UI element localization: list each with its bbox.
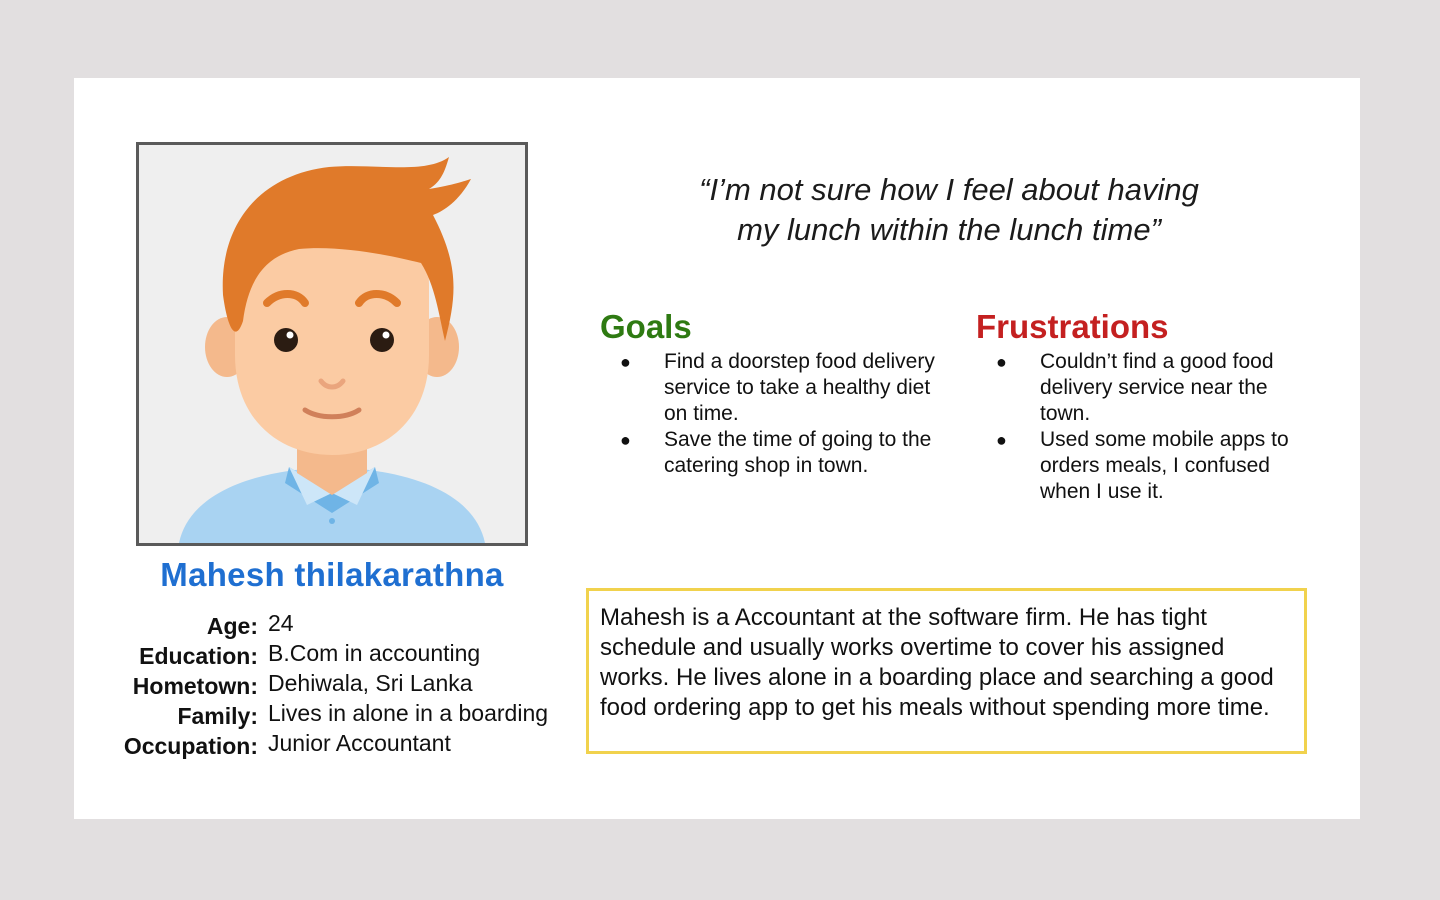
list-item-text: Find a doorstep food delivery service to…	[664, 350, 935, 425]
quote-line: my lunch within the lunch time”	[737, 212, 1161, 247]
info-label: Occupation:	[123, 733, 258, 759]
persona-bio: Mahesh is a Accountant at the software f…	[586, 588, 1307, 754]
persona-card: Mahesh thilakarathna Age: 24 Education: …	[74, 78, 1360, 819]
info-value: Lives in alone in a boarding	[268, 700, 549, 726]
persona-name: Mahesh thilakarathna	[160, 556, 504, 593]
info-label: Education:	[139, 643, 258, 669]
bullet-icon: ●	[620, 352, 631, 372]
list-item-text: Save the time of going to the catering s…	[664, 428, 932, 477]
info-value: Dehiwala, Sri Lanka	[268, 670, 473, 696]
avatar	[136, 142, 528, 546]
info-value: B.Com in accounting	[268, 640, 481, 666]
frustrations-list: ● Couldn’t find a good food delivery ser…	[976, 349, 1316, 505]
goals-list: ● Find a doorstep food delivery service …	[600, 349, 940, 479]
bullet-icon: ●	[620, 430, 631, 450]
info-label: Hometown:	[132, 673, 258, 699]
quote-line: “I’m not sure how I feel about having	[699, 172, 1199, 207]
list-item: ● Used some mobile apps to orders meals,…	[976, 427, 1316, 505]
list-item: ● Couldn’t find a good food delivery ser…	[976, 349, 1316, 427]
list-item-text: Used some mobile apps to orders meals, I…	[1040, 428, 1289, 503]
list-item-text: Couldn’t find a good food delivery servi…	[1040, 350, 1274, 425]
info-label: Age:	[206, 613, 258, 639]
list-item: ● Find a doorstep food delivery service …	[600, 349, 940, 427]
frustrations-section: Frustrations ● Couldn’t find a good food…	[976, 307, 1316, 505]
info-value: Junior Accountant	[268, 730, 451, 756]
goals-title: Goals	[600, 308, 692, 345]
bullet-icon: ●	[996, 352, 1007, 372]
info-value: 24	[268, 610, 294, 636]
goals-section: Goals ● Find a doorstep food delivery se…	[600, 307, 940, 479]
info-label: Family:	[177, 703, 258, 729]
list-item: ● Save the time of going to the catering…	[600, 427, 940, 479]
persona-quote: “I’m not sure how I feel about having my…	[644, 170, 1254, 250]
bullet-icon: ●	[996, 430, 1007, 450]
cartoon-man-avatar-icon	[139, 145, 525, 543]
frustrations-title: Frustrations	[976, 308, 1169, 345]
